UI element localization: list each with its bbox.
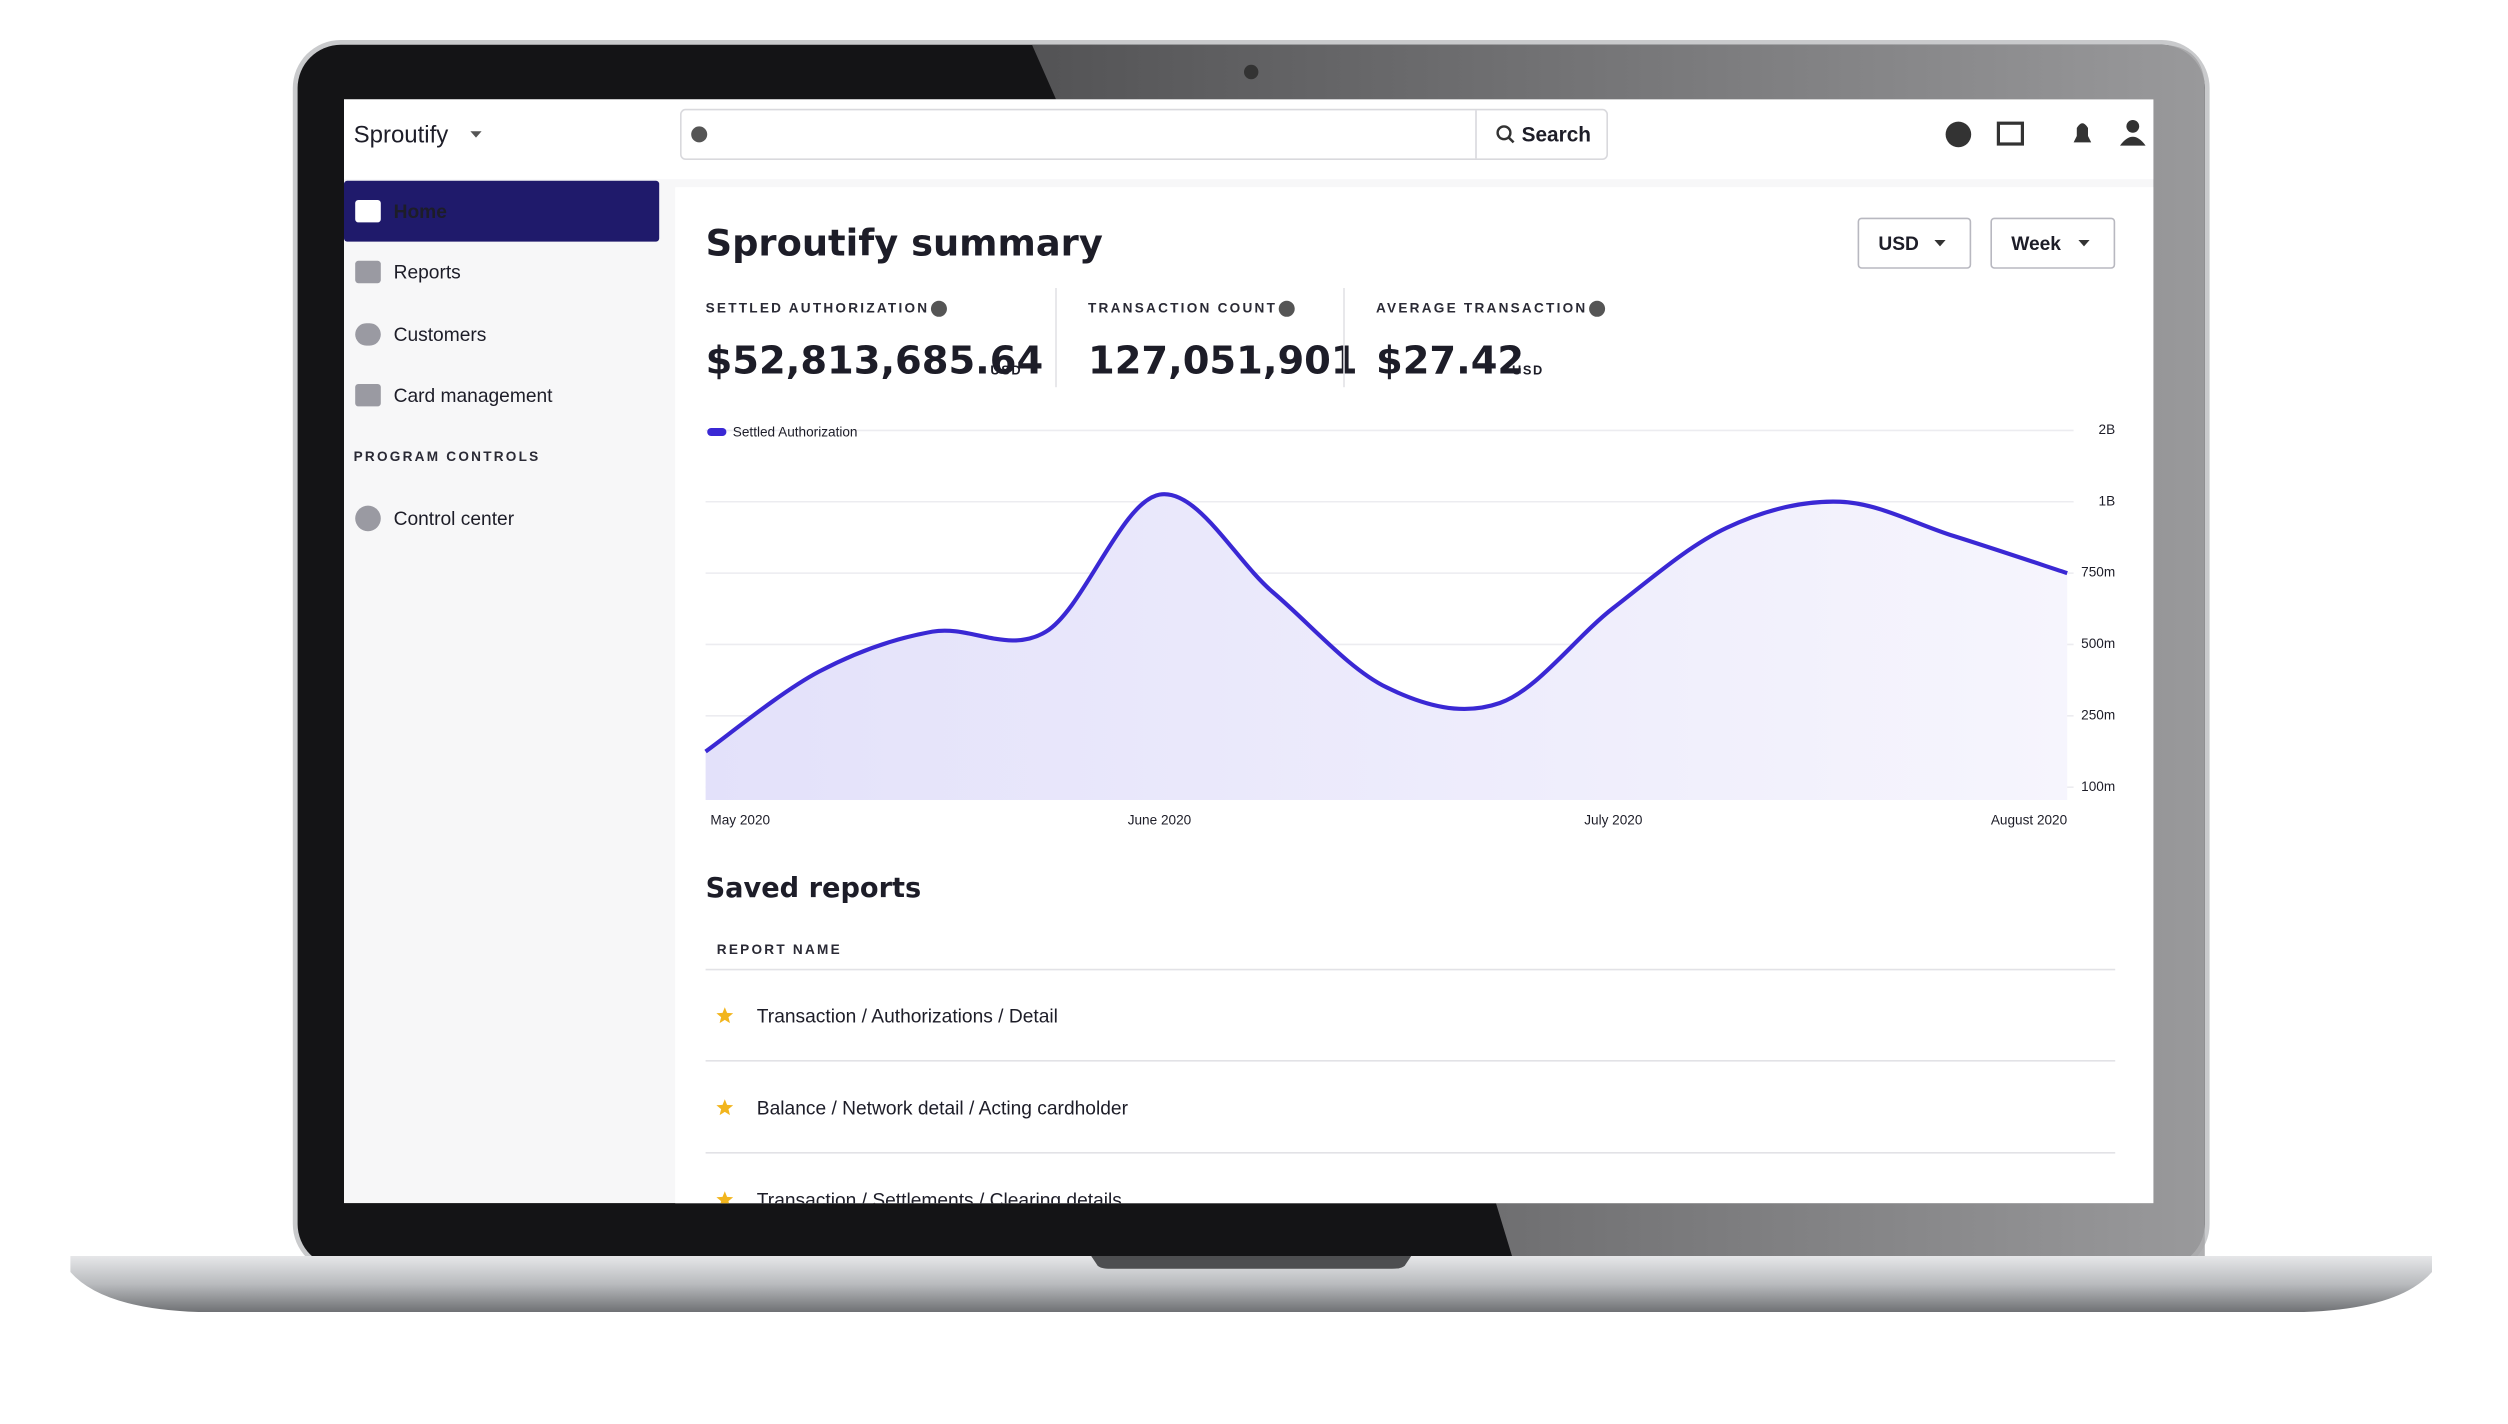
report-name[interactable]: Transaction / Settlements / Clearing det… — [757, 1191, 1122, 1212]
dropdown[interactable] — [1857, 217, 1972, 269]
info-icon — [1278, 300, 1295, 317]
nav-item[interactable]: Card management — [394, 386, 554, 407]
star-icon[interactable] — [716, 1099, 734, 1116]
dropdown-label[interactable]: USD — [1878, 234, 1919, 255]
star-icon[interactable] — [716, 1191, 734, 1207]
report-name[interactable]: Transaction / Authorizations / Detail — [757, 1007, 1058, 1028]
y-tick-label: 500m — [2081, 636, 2115, 651]
search-icon — [1496, 125, 1512, 141]
x-tick-label: August 2020 — [1991, 812, 2068, 827]
metric-label: SETTLED AUTHORIZATION — [706, 300, 930, 315]
notch — [1091, 1256, 1412, 1269]
bell-icon[interactable] — [2073, 123, 2092, 143]
metric-value: $52,813,685.64 — [706, 339, 1044, 384]
nav-item[interactable]: Customers — [394, 325, 487, 346]
section-title: Saved reports — [706, 873, 922, 904]
nav-icon — [355, 505, 381, 532]
nav-active — [344, 180, 660, 242]
page-title: Sproutify summary — [706, 221, 1103, 264]
x-tick-label: May 2020 — [710, 812, 770, 827]
caret — [2078, 240, 2090, 247]
y-tick-label: 250m — [2081, 707, 2115, 722]
x-tick-label: July 2020 — [1584, 812, 1643, 827]
y-tick-label: 100m — [2081, 779, 2115, 794]
y-tick-label: 750m — [2081, 565, 2115, 580]
user-icon[interactable] — [2120, 136, 2146, 146]
nav-section: PROGRAM CONTROLS — [354, 449, 541, 464]
line — [704, 492, 2068, 754]
metric-unit: USD — [1512, 363, 1544, 378]
star-icon[interactable] — [716, 1007, 734, 1024]
report-name[interactable]: Balance / Network detail / Acting cardho… — [757, 1099, 1129, 1120]
metric-unit: USD — [990, 363, 1022, 378]
search-icon — [1507, 136, 1515, 144]
y-tick-label: 1B — [2099, 493, 2116, 508]
nav-icon — [355, 323, 381, 346]
nav-item[interactable]: Home — [394, 202, 448, 223]
docs-icon[interactable] — [1996, 121, 2024, 146]
metric-label: AVERAGE TRANSACTION — [1376, 300, 1587, 315]
camera — [1244, 64, 1259, 80]
y-tick-label: 2B — [2099, 422, 2116, 437]
laptop-base — [70, 1256, 2433, 1312]
search-button[interactable]: Search — [1522, 124, 1591, 147]
caret — [470, 131, 482, 138]
nav-item[interactable]: Reports — [394, 263, 461, 284]
nav-item[interactable]: Control center — [394, 509, 515, 530]
metric-label: TRANSACTION COUNT — [1088, 300, 1277, 315]
nav-icon — [355, 200, 381, 223]
brand[interactable]: Sproutify — [354, 121, 449, 148]
dropdown[interactable] — [1990, 217, 2116, 269]
info-icon — [691, 126, 708, 143]
legend-label: Settled Authorization — [733, 424, 858, 439]
dropdown-label[interactable]: Week — [2011, 234, 2061, 255]
info-icon — [930, 300, 947, 317]
user-icon[interactable] — [2126, 120, 2140, 133]
column-header: REPORT NAME — [717, 942, 842, 957]
search-box[interactable] — [680, 108, 1608, 160]
legend-swatch — [707, 428, 727, 436]
nav-icon — [355, 260, 381, 284]
metric-value: 127,051,901 — [1088, 339, 1358, 384]
metric-value: $27.42 — [1376, 339, 1524, 384]
info-icon — [1589, 300, 1606, 317]
help-icon[interactable] — [1945, 121, 1972, 148]
x-tick-label: June 2020 — [1128, 812, 1192, 827]
nav-icon — [355, 384, 381, 407]
caret — [1934, 240, 1946, 247]
area — [705, 494, 2068, 800]
